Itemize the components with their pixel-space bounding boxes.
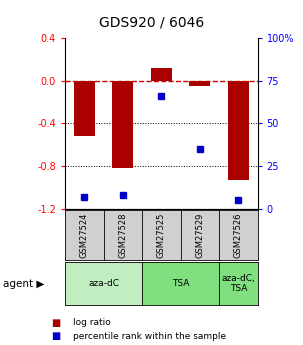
Text: GDS920 / 6046: GDS920 / 6046 [99,15,204,29]
Text: ■: ■ [52,318,61,327]
Text: percentile rank within the sample: percentile rank within the sample [73,332,226,341]
Bar [228,81,249,180]
Text: ■: ■ [52,332,61,341]
Text: GSM27524: GSM27524 [80,213,89,258]
Text: GSM27526: GSM27526 [234,213,243,258]
Text: GSM27528: GSM27528 [118,213,127,258]
Text: agent ▶: agent ▶ [3,279,45,289]
Bar [189,81,210,86]
Text: aza-dC: aza-dC [88,279,119,288]
Bar [74,81,95,136]
Text: GSM27529: GSM27529 [195,213,204,258]
Text: TSA: TSA [172,279,189,288]
Bar [151,68,172,81]
Text: log ratio: log ratio [73,318,111,327]
Text: GSM27525: GSM27525 [157,213,166,258]
Text: aza-dC,
TSA: aza-dC, TSA [221,274,255,294]
Bar [112,81,133,168]
